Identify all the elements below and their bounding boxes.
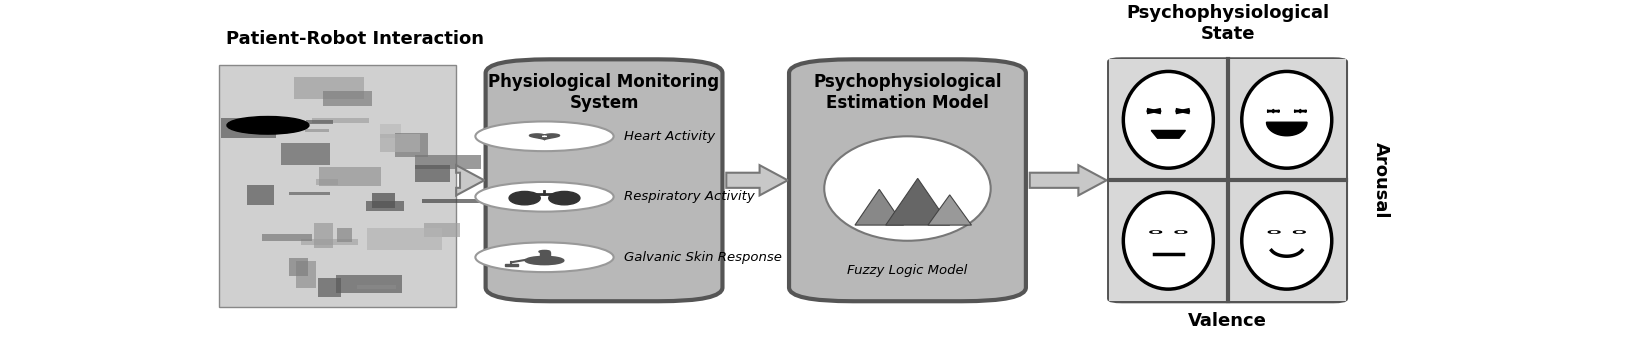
Bar [306,120,334,124]
Polygon shape [529,134,560,140]
Circle shape [539,250,550,253]
Bar [1108,59,1227,180]
Bar [1108,180,1227,301]
Bar [220,65,456,307]
Bar [421,198,484,203]
Bar [337,275,401,293]
Circle shape [476,182,613,212]
Text: Fuzzy Logic Model: Fuzzy Logic Model [847,265,968,277]
Text: Physiological Monitoring
System: Physiological Monitoring System [489,73,720,112]
Bar [504,264,519,266]
Polygon shape [856,189,904,225]
FancyBboxPatch shape [486,59,722,301]
Bar [372,192,395,208]
Bar [322,91,372,106]
Circle shape [476,242,613,272]
Polygon shape [1267,122,1307,136]
Bar [395,133,428,157]
Ellipse shape [509,191,540,205]
Text: Patient-Robot Interaction: Patient-Robot Interaction [226,30,484,48]
Circle shape [1178,231,1183,233]
Text: Valence: Valence [1188,312,1267,330]
Polygon shape [1029,165,1107,195]
Ellipse shape [1123,192,1213,289]
Bar [317,278,340,297]
Bar [312,117,370,123]
Bar [380,124,401,138]
Circle shape [1269,231,1280,233]
Bar [367,228,443,250]
FancyBboxPatch shape [790,59,1026,301]
Circle shape [1297,231,1302,233]
Bar [380,134,420,152]
Bar [281,143,330,165]
Bar [296,261,316,288]
Text: Psychophysiological
State: Psychophysiological State [1127,4,1330,43]
Polygon shape [1267,110,1280,113]
Bar [367,201,403,211]
Circle shape [1150,231,1161,233]
Bar [263,234,312,241]
Text: Respiratory Activity: Respiratory Activity [624,190,755,203]
Circle shape [1272,231,1277,233]
Bar [415,155,481,169]
Bar [415,165,449,182]
Ellipse shape [525,256,563,265]
FancyBboxPatch shape [1108,59,1346,301]
Circle shape [476,121,613,151]
Ellipse shape [824,136,991,241]
Bar [1227,180,1346,301]
Text: Heart Activity: Heart Activity [624,130,715,143]
Bar [540,252,550,257]
Bar [423,222,461,237]
Bar [1227,59,1346,180]
Text: Psychophysiological
Estimation Model: Psychophysiological Estimation Model [813,73,1001,112]
Bar [294,77,363,99]
Bar [289,192,330,195]
Bar [221,118,276,138]
Ellipse shape [1242,71,1332,168]
Polygon shape [1294,110,1307,113]
Bar [337,228,352,242]
Text: Galvanic Skin Response: Galvanic Skin Response [624,251,781,264]
Bar [306,129,329,132]
Bar [301,239,357,245]
Ellipse shape [1123,71,1213,168]
Circle shape [1294,231,1305,233]
Polygon shape [727,165,788,195]
Circle shape [1175,231,1186,233]
Polygon shape [456,165,484,195]
Polygon shape [928,195,971,225]
Text: Arousal: Arousal [1371,142,1389,218]
Bar [357,285,396,288]
Ellipse shape [548,191,580,205]
Polygon shape [1151,130,1186,138]
Circle shape [1153,231,1158,233]
Bar [246,185,274,205]
Polygon shape [885,178,950,225]
Ellipse shape [1242,192,1332,289]
Bar [314,223,334,248]
Bar [319,167,380,186]
Bar [316,179,339,185]
Circle shape [226,116,309,134]
Bar [289,258,309,276]
